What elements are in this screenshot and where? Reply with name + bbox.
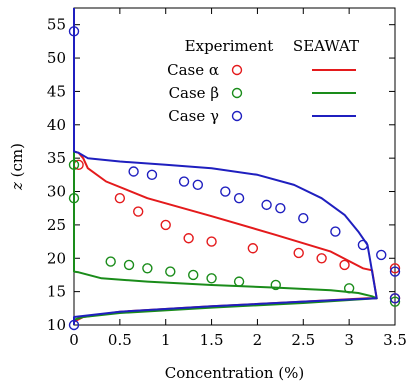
y-tick-label: 15 bbox=[47, 283, 66, 301]
y-tick-label: 25 bbox=[47, 216, 66, 234]
x-axis-title: Concentration (%) bbox=[165, 364, 305, 382]
experiment-point bbox=[233, 192, 245, 204]
experiment-point bbox=[105, 256, 116, 267]
experiment-point bbox=[183, 233, 194, 244]
legend-marker-experiment bbox=[231, 64, 243, 76]
experiment-point bbox=[206, 236, 217, 247]
experiment-point bbox=[220, 186, 231, 197]
legend: Experiment SEAWAT Case α Case β Case γ bbox=[167, 37, 359, 125]
experiment-point bbox=[261, 199, 272, 211]
x-tick-label: 2 bbox=[253, 331, 263, 349]
seawat-line-2 bbox=[73, 8, 378, 325]
x-tick-label: 3.5 bbox=[383, 331, 407, 349]
y-tick-label: 30 bbox=[47, 183, 66, 201]
y-tick-label: 55 bbox=[47, 16, 66, 34]
experiment-point bbox=[132, 206, 144, 217]
experiment-point bbox=[389, 266, 401, 277]
experiment-point bbox=[68, 159, 80, 171]
experiment-point bbox=[160, 219, 171, 231]
experiment-point bbox=[233, 276, 245, 287]
seawat-line-1 bbox=[73, 8, 378, 325]
legend-label: Case α bbox=[167, 61, 219, 79]
experiment-point bbox=[270, 279, 281, 291]
y-tick-label: 20 bbox=[47, 249, 66, 267]
experiment-point bbox=[192, 179, 204, 191]
experiment-point bbox=[68, 192, 80, 204]
experiment-point bbox=[343, 283, 355, 294]
experiment-point bbox=[206, 273, 217, 284]
experiment-point bbox=[123, 259, 135, 271]
experiment-point bbox=[142, 263, 153, 274]
legend-marker-experiment bbox=[231, 87, 243, 99]
y-tick-label: 40 bbox=[47, 116, 66, 134]
experiment-point bbox=[376, 249, 387, 261]
y-tick-label: 50 bbox=[47, 49, 66, 67]
legend-header-experiment: Experiment bbox=[185, 37, 274, 55]
legend-header-seawat: SEAWAT bbox=[293, 37, 359, 55]
experiment-point bbox=[165, 266, 176, 277]
experiment-point bbox=[114, 192, 126, 204]
series-2 bbox=[68, 8, 401, 331]
seawat-line-0 bbox=[73, 8, 378, 325]
experiment-point bbox=[178, 176, 190, 187]
experiment-point bbox=[188, 269, 199, 281]
experiment-point bbox=[339, 259, 350, 271]
x-tick-label: 1.5 bbox=[200, 331, 224, 349]
experiment-point bbox=[330, 226, 341, 237]
experiment-point bbox=[389, 296, 401, 307]
series-1 bbox=[68, 8, 401, 325]
y-tick-label: 10 bbox=[47, 316, 66, 334]
experiment-point bbox=[357, 239, 369, 251]
y-tick-label: 35 bbox=[47, 149, 66, 167]
legend-label: Case β bbox=[169, 84, 219, 102]
experiment-point bbox=[68, 319, 80, 331]
experiment-point bbox=[275, 203, 286, 214]
x-tick-label: 0 bbox=[69, 331, 79, 349]
x-tick-label: 0.5 bbox=[108, 331, 132, 349]
experiment-point bbox=[68, 26, 80, 37]
y-tick-label: 45 bbox=[47, 82, 66, 100]
x-tick-label: 2.5 bbox=[291, 331, 315, 349]
experiment-point bbox=[389, 263, 401, 274]
legend-marker-experiment bbox=[231, 110, 243, 122]
plot-frame bbox=[73, 7, 396, 326]
experiment-point bbox=[146, 169, 158, 181]
experiment-point bbox=[128, 166, 139, 177]
experiment-point bbox=[298, 213, 309, 224]
experiment-point bbox=[247, 243, 259, 254]
axes: 0 0.5 1 1.5 2 2.5 3 3.5 10 15 20 25 30 35 40 45 50 55 bbox=[47, 7, 407, 349]
experiment-point bbox=[293, 247, 304, 259]
experiment-point bbox=[389, 293, 401, 304]
y-axis-title: z (cm) bbox=[8, 143, 26, 191]
x-tick-label: 3 bbox=[344, 331, 354, 349]
x-tick-label: 1 bbox=[161, 331, 171, 349]
experiment-point bbox=[316, 253, 327, 264]
series-layer bbox=[68, 8, 401, 331]
legend-label: Case γ bbox=[168, 107, 219, 125]
